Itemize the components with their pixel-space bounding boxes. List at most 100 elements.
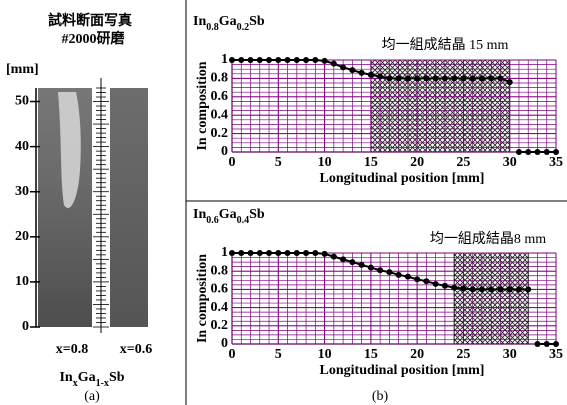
formula-part: Sb bbox=[249, 207, 265, 222]
data-point bbox=[275, 250, 281, 256]
x-tick-label: 15 bbox=[364, 347, 378, 362]
formula-part: Ga bbox=[78, 370, 96, 385]
formula-part: In bbox=[59, 370, 72, 385]
subscript: 0.8 bbox=[206, 22, 219, 33]
x-tick-label: 35 bbox=[549, 155, 563, 170]
formula: In0.6Ga0.4Sb bbox=[193, 207, 265, 226]
x-tick-label: 0 bbox=[229, 347, 236, 362]
data-point bbox=[238, 250, 244, 256]
panel-title: 試料断面写真 bbox=[48, 12, 132, 29]
data-point bbox=[460, 75, 466, 81]
data-point bbox=[229, 57, 235, 63]
data-point bbox=[359, 262, 365, 268]
y-tick-label: 0 bbox=[221, 336, 228, 351]
sample-label: x=0.6 bbox=[120, 342, 152, 357]
data-point bbox=[386, 75, 392, 81]
data-point bbox=[516, 286, 522, 292]
y-axis-label: In composition bbox=[195, 61, 210, 150]
x-axis-label: Longitudinal position [mm] bbox=[320, 171, 485, 186]
data-point bbox=[257, 250, 263, 256]
data-point bbox=[349, 67, 355, 73]
data-point bbox=[349, 259, 355, 265]
caption: (a) bbox=[84, 389, 100, 404]
shaded-region bbox=[371, 60, 510, 152]
data-point bbox=[497, 75, 503, 81]
data-point bbox=[423, 75, 429, 81]
data-point bbox=[534, 149, 540, 155]
data-point bbox=[359, 70, 365, 76]
data-point bbox=[368, 265, 374, 271]
data-point bbox=[488, 75, 494, 81]
data-point bbox=[414, 276, 420, 282]
formula: InxGa1-xSb bbox=[59, 370, 124, 389]
data-point bbox=[497, 286, 503, 292]
y-axis-label: [mm] bbox=[6, 62, 39, 77]
x-tick-label: 10 bbox=[318, 347, 332, 362]
x-tick-label: 20 bbox=[410, 347, 424, 362]
data-point bbox=[285, 250, 291, 256]
data-point bbox=[340, 64, 346, 70]
data-point bbox=[553, 149, 559, 155]
data-point bbox=[544, 341, 550, 347]
data-point bbox=[322, 58, 328, 64]
formula: In0.8Ga0.2Sb bbox=[193, 14, 265, 33]
data-point bbox=[386, 269, 392, 275]
y-tick-label: 0.6 bbox=[211, 282, 229, 297]
x-tick-label: 25 bbox=[456, 155, 470, 170]
formula-part: Sb bbox=[109, 370, 125, 385]
data-point bbox=[534, 341, 540, 347]
subscript: 1-x bbox=[96, 378, 109, 389]
data-point bbox=[442, 283, 448, 289]
data-point bbox=[248, 57, 254, 63]
data-point bbox=[451, 285, 457, 291]
subscript: 0.6 bbox=[206, 215, 219, 226]
x-tick-label: 30 bbox=[503, 347, 517, 362]
y-tick-label: 0.4 bbox=[211, 107, 229, 122]
y-tick-label: 40 bbox=[15, 139, 29, 154]
sample-label: x=0.8 bbox=[56, 342, 88, 357]
data-point bbox=[368, 72, 374, 78]
data-point bbox=[377, 267, 383, 273]
data-point bbox=[322, 251, 328, 257]
data-point bbox=[275, 57, 281, 63]
data-point bbox=[507, 79, 513, 85]
data-point bbox=[266, 250, 272, 256]
x-axis-label: Longitudinal position [mm] bbox=[320, 363, 485, 378]
y-tick-label: 1 bbox=[221, 245, 228, 260]
annotation: 均一組成結晶8 mm bbox=[430, 231, 546, 247]
data-point bbox=[433, 281, 439, 287]
data-point bbox=[405, 274, 411, 280]
data-point bbox=[405, 75, 411, 81]
y-tick-label: 0.2 bbox=[211, 318, 229, 333]
y-tick-label: 0.8 bbox=[211, 71, 229, 86]
data-point bbox=[479, 75, 485, 81]
data-point bbox=[396, 75, 402, 81]
data-point bbox=[470, 286, 476, 292]
data-point bbox=[331, 254, 337, 260]
y-axis-label: In composition bbox=[195, 254, 210, 343]
x-tick-label: 25 bbox=[456, 347, 470, 362]
formula-part: In bbox=[193, 14, 206, 29]
y-tick-label: 0.8 bbox=[211, 263, 229, 278]
data-point bbox=[479, 286, 485, 292]
data-point bbox=[460, 285, 466, 291]
data-point bbox=[257, 57, 263, 63]
y-tick-label: 0 bbox=[221, 144, 228, 159]
subscript: 0.4 bbox=[237, 215, 250, 226]
x-tick-label: 35 bbox=[549, 347, 563, 362]
data-point bbox=[516, 149, 522, 155]
data-point bbox=[423, 278, 429, 284]
y-tick-label: 0.4 bbox=[211, 300, 229, 315]
data-point bbox=[238, 57, 244, 63]
data-point bbox=[331, 61, 337, 67]
data-point bbox=[266, 57, 272, 63]
data-point bbox=[544, 149, 550, 155]
panel-title: #2000研磨 bbox=[62, 30, 126, 47]
data-point bbox=[312, 57, 318, 63]
data-point bbox=[340, 256, 346, 262]
subscript: 0.2 bbox=[237, 22, 250, 33]
data-point bbox=[294, 57, 300, 63]
formula-part: Ga bbox=[219, 207, 237, 222]
y-tick-label: 1 bbox=[221, 52, 228, 67]
x-tick-label: 0 bbox=[229, 155, 236, 170]
